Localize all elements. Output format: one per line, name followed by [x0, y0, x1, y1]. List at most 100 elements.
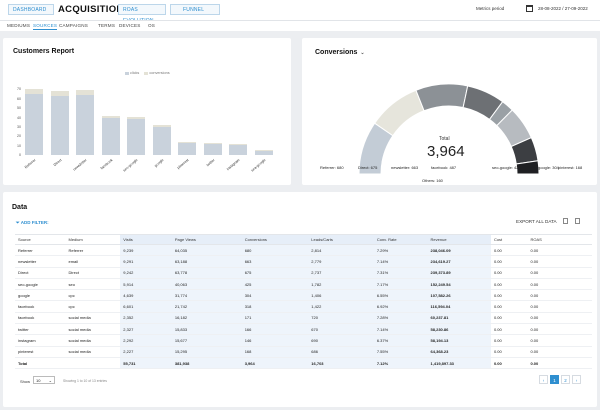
table-cell: 15,833 [171, 323, 242, 336]
table-cell: email [65, 255, 121, 268]
subnav-terms[interactable]: TERMS [98, 23, 116, 28]
tab-dashboard[interactable]: DASHBOARD [8, 4, 54, 15]
export-file-icon[interactable] [575, 218, 580, 224]
column-header[interactable]: Conv. Rate [373, 234, 428, 245]
tab-roas-evolution[interactable]: ROAS EVOLUTION [118, 4, 166, 24]
table-cell: 0.00 [527, 300, 592, 313]
subnav-devices[interactable]: DEVICES [119, 23, 141, 28]
table-cell: Referrer [65, 244, 121, 257]
bar-conversions[interactable] [50, 91, 69, 96]
bar-conversions[interactable] [152, 125, 171, 127]
gauge-label: facebook: 487 [431, 165, 457, 170]
table-total-row: Total 55,731 381,938 3,964 16,703 7.12% 1,419,… [15, 357, 592, 370]
pager-page-1[interactable]: 1 [550, 375, 559, 384]
table-cell: 171 [241, 312, 309, 325]
bar-clicks[interactable] [254, 151, 273, 155]
table-cell: 234,619.27 [427, 255, 491, 268]
table-cell: 239,373.89 [427, 267, 491, 279]
data-table: Source Medium Visits Page Views Conversions L… [15, 234, 592, 370]
bar-conversions[interactable] [254, 150, 273, 152]
table-row: Referrer Referrer 9,239 64,035 680 2,814 7.29%… [15, 244, 592, 257]
x-tick-label: facebook [99, 158, 114, 171]
subnav-mediums[interactable]: MEDIUMS [7, 23, 31, 28]
table-cell: social media [65, 346, 121, 358]
calendar-icon[interactable] [526, 5, 533, 12]
table-cell: 381,938 [171, 357, 242, 370]
column-header[interactable]: Cost [490, 234, 528, 245]
column-header[interactable]: Revenue [427, 234, 491, 245]
bar-conversions[interactable] [203, 142, 222, 144]
table-cell: 686 [308, 346, 374, 358]
total-value: 3,964 [427, 143, 465, 160]
conversions-title[interactable]: Conversions ⌄ [315, 49, 365, 56]
pager-next[interactable]: › [572, 375, 581, 384]
bar-clicks[interactable] [127, 119, 145, 155]
column-header[interactable]: ROAS [527, 234, 592, 245]
bar-clicks[interactable] [50, 95, 69, 155]
table-cell: 2,352 [120, 312, 172, 325]
add-filter-label: ADD FILTER: [20, 220, 49, 225]
column-header[interactable]: Medium [65, 234, 121, 245]
table-cell: 1,422 [308, 300, 374, 313]
pager-page-2[interactable]: 2 [561, 375, 570, 384]
gauge-segment-pinterest[interactable] [515, 160, 540, 175]
add-filter-button[interactable]: ⏷ ADD FILTER: [16, 220, 49, 225]
subnav-sources[interactable]: SOURCES [33, 23, 58, 30]
table-cell: 2,327 [120, 323, 172, 336]
x-tick-label: google [153, 158, 165, 169]
table-cell: 425 [241, 278, 309, 291]
bar-clicks[interactable] [203, 143, 222, 155]
tab-funnel[interactable]: FUNNEL [170, 4, 220, 15]
table-row: facebook social media 2,352 16,182 171 720 7.2… [15, 312, 592, 325]
bar-conversions[interactable] [127, 116, 145, 120]
x-tick-label: Direct [52, 158, 63, 168]
export-icon[interactable] [563, 218, 568, 224]
bar-conversions[interactable] [229, 143, 247, 145]
pager-prev[interactable]: ‹ [539, 375, 548, 384]
bar-clicks[interactable] [178, 142, 196, 155]
table-cell: 0.00 [527, 267, 592, 279]
table-cell: 3,964 [241, 357, 309, 370]
bar-clicks[interactable] [152, 126, 171, 155]
bar-clicks[interactable] [25, 94, 43, 155]
metrics-period-label: Metrics period [476, 6, 505, 11]
column-header[interactable]: Leads/Carts [308, 234, 374, 245]
bar-conversions[interactable] [25, 89, 43, 95]
column-header[interactable]: Source [15, 234, 66, 245]
table-cell: social media [65, 323, 121, 336]
bar-clicks[interactable] [76, 95, 94, 155]
legend-conversions: conversions [149, 71, 170, 75]
table-cell: 9,291 [120, 255, 172, 268]
table-cell: 116,594.04 [427, 300, 491, 313]
bar-conversions[interactable] [76, 90, 94, 95]
subnav-campaigns[interactable]: CAMPAIGNS [59, 23, 89, 28]
gauge-segment-direct[interactable] [374, 89, 425, 137]
y-tick-label: 0 [19, 153, 21, 157]
gauge-segment-newsletter[interactable] [415, 83, 469, 112]
bar-conversions[interactable] [178, 141, 196, 143]
sub-navigation: MEDIUMS SOURCES CAMPAIGNS TERMS DEVICES … [0, 20, 600, 31]
table-cell: 0.00 [490, 244, 528, 257]
table-row: google cpc 4,639 31,774 304 1,406 6.55% 107,582… [15, 289, 592, 302]
date-range[interactable]: 28-08-2022 / 27-09-2022 [538, 6, 588, 11]
table-cell: 0.00 [527, 255, 592, 268]
bar-clicks[interactable] [229, 144, 247, 155]
table-cell: 1,406 [308, 289, 374, 302]
column-header[interactable]: Page Views [171, 234, 242, 245]
table-cell: 680 [241, 244, 309, 257]
bar-conversions[interactable] [101, 115, 120, 119]
table-cell: Referrer [15, 244, 66, 257]
page-size-select[interactable]: 10 ⌄ [33, 376, 55, 384]
table-cell: 0.00 [490, 255, 528, 268]
table-cell: 31,774 [171, 289, 242, 302]
subnav-os[interactable]: OS [148, 23, 156, 28]
chevron-down-icon[interactable]: ⌄ [360, 50, 365, 56]
export-all-data-button[interactable]: EXPORT ALL DATA [516, 219, 557, 224]
x-tick-label: instagram [225, 158, 241, 172]
bar-clicks[interactable] [101, 118, 120, 155]
y-tick-label: 10 [17, 143, 21, 148]
chart-legend: clicks conversions [121, 71, 170, 75]
column-header[interactable]: Conversions [241, 234, 309, 245]
column-header[interactable]: Visits [120, 234, 172, 245]
table-cell: social media [65, 334, 121, 347]
